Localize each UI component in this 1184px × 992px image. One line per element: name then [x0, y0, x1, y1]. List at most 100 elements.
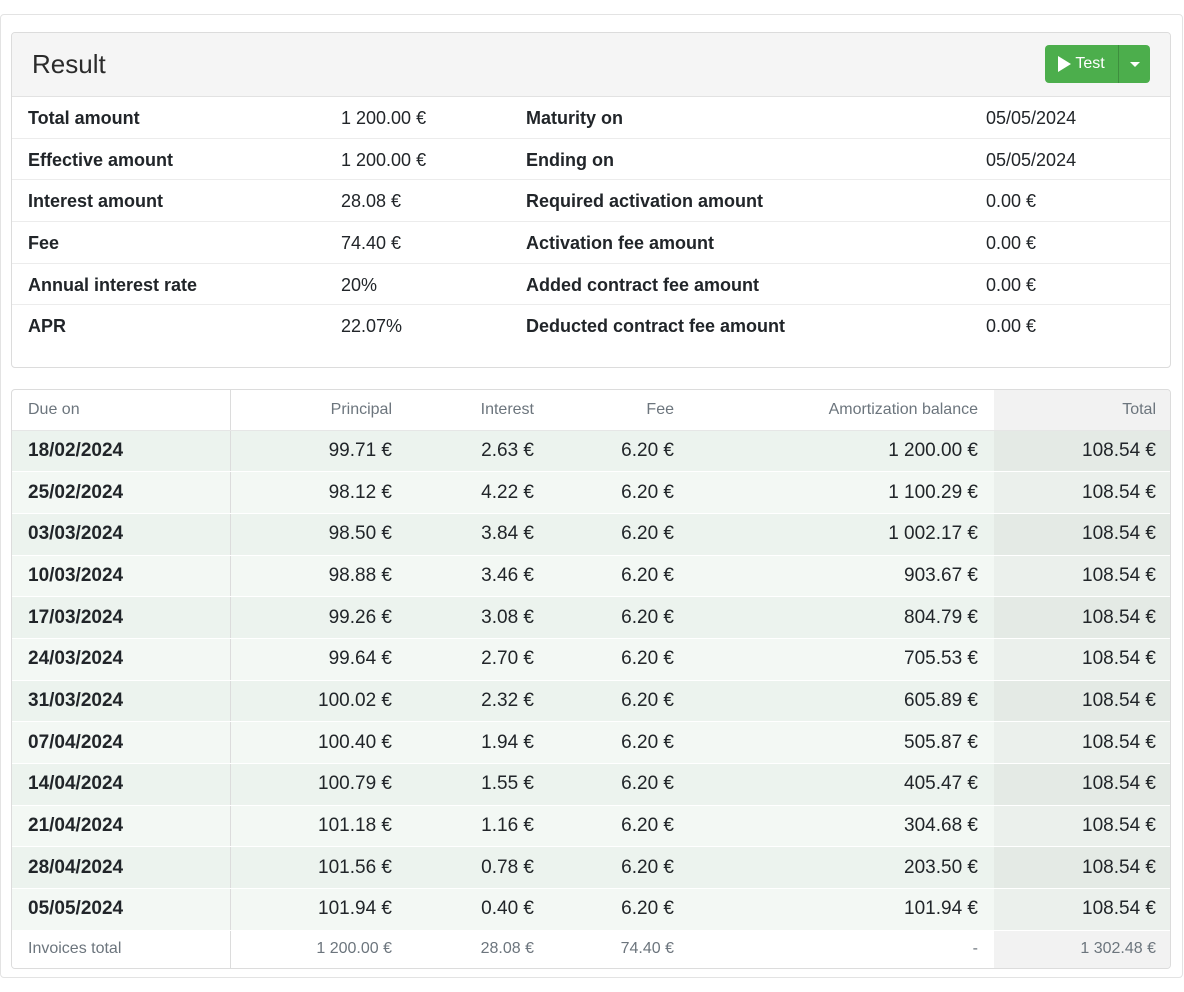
cell-due-on: 31/03/2024 [12, 680, 231, 723]
summary-row: APR 22.07% Deducted contract fee amount 0.0… [12, 305, 1170, 347]
summary-value: 74.40 € [341, 233, 402, 254]
cell-fee: 6.20 € [550, 888, 690, 931]
summary-row: Effective amount 1 200.00 € Ending on 05/05… [12, 139, 1170, 181]
summary-row: Fee 74.40 € Activation fee amount 0.00 € [12, 222, 1170, 264]
cell-total: 108.54 € [994, 471, 1170, 514]
cell-fee: 6.20 € [550, 555, 690, 598]
cell-interest: 3.84 € [408, 513, 550, 556]
col-header-principal[interactable]: Principal [230, 390, 408, 431]
cell-due-on: 18/02/2024 [12, 430, 231, 473]
footer-total: 1 302.48 € [994, 929, 1170, 968]
cell-interest: 4.22 € [408, 471, 550, 514]
col-header-balance[interactable]: Amortization balance [690, 390, 994, 431]
table-row: 14/04/2024 100.79 €1.55 €6.20 €405.47 €10… [12, 763, 1170, 806]
cell-principal: 100.40 € [230, 721, 408, 764]
cell-interest: 0.78 € [408, 846, 550, 890]
cell-interest: 2.63 € [408, 430, 550, 473]
table-row: 24/03/2024 99.64 €2.70 €6.20 €705.53 €108… [12, 638, 1170, 681]
summary-label: Required activation amount [526, 191, 764, 212]
cell-interest: 3.08 € [408, 596, 550, 639]
footer-fee: 74.40 € [550, 929, 690, 968]
table-footer-row: Invoices total 1 200.00 € 28.08 € 74.40 … [12, 929, 1170, 968]
summary-list: Total amount 1 200.00 € Maturity on 05/05/2… [12, 97, 1170, 347]
cell-due-on: 17/03/2024 [12, 596, 231, 639]
result-header: Result Test [12, 33, 1170, 97]
cell-principal: 98.12 € [230, 471, 408, 514]
cell-principal: 98.50 € [230, 513, 408, 556]
cell-interest: 1.55 € [408, 763, 550, 806]
summary-value: 20% [341, 274, 378, 295]
summary-row: Total amount 1 200.00 € Maturity on 05/05/2… [12, 97, 1170, 139]
cell-fee: 6.20 € [550, 721, 690, 764]
table-row: 28/04/2024 101.56 €0.78 €6.20 €203.50 €10… [12, 846, 1170, 890]
cell-due-on: 10/03/2024 [12, 555, 231, 598]
summary-value: 0.00 € [986, 191, 1037, 212]
cell-balance: 405.47 € [690, 763, 994, 806]
cell-principal: 99.26 € [230, 596, 408, 639]
summary-value: 05/05/2024 [986, 108, 1077, 128]
cell-principal: 99.71 € [230, 430, 408, 473]
schedule-table: Due on Principal Interest Fee Amortizati… [12, 390, 1170, 968]
table-row: 25/02/2024 98.12 €4.22 €6.20 €1 100.29 €1… [12, 471, 1170, 514]
cell-balance: 705.53 € [690, 638, 994, 681]
summary-value: 0.00 € [986, 274, 1037, 295]
col-header-interest[interactable]: Interest [408, 390, 550, 431]
summary-value: 1 200.00 € [341, 108, 427, 128]
cell-due-on: 03/03/2024 [12, 513, 231, 556]
cell-due-on: 07/04/2024 [12, 721, 231, 764]
summary-label: Total amount [28, 108, 140, 128]
cell-total: 108.54 € [994, 513, 1170, 556]
cell-due-on: 21/04/2024 [12, 805, 231, 848]
test-button[interactable]: Test [1045, 45, 1119, 83]
cell-total: 108.54 € [994, 763, 1170, 806]
table-row: 21/04/2024 101.18 €1.16 €6.20 €304.68 €10… [12, 805, 1170, 848]
table-row: 31/03/2024 100.02 €2.32 €6.20 €605.89 €10… [12, 680, 1170, 723]
table-row: 18/02/2024 99.71 €2.63 €6.20 €1 200.00 €1… [12, 430, 1170, 473]
summary-label: Effective amount [28, 149, 174, 170]
summary-row: Annual interest rate 20% Added contract fe… [12, 264, 1170, 306]
col-header-due-on[interactable]: Due on [12, 390, 231, 431]
cell-principal: 100.79 € [230, 763, 408, 806]
cell-fee: 6.20 € [550, 846, 690, 890]
summary-label: Fee [28, 233, 60, 254]
summary-label: Added contract fee amount [526, 274, 760, 295]
summary-value: 22.07% [341, 316, 403, 337]
cell-due-on: 14/04/2024 [12, 763, 231, 806]
col-header-total[interactable]: Total [994, 390, 1170, 431]
cell-fee: 6.20 € [550, 430, 690, 473]
cell-total: 108.54 € [994, 555, 1170, 598]
cell-balance: 101.94 € [690, 888, 994, 931]
cell-principal: 101.18 € [230, 805, 408, 848]
cell-balance: 1 100.29 € [690, 471, 994, 514]
summary-label: APR [28, 316, 67, 337]
summary-row: Interest amount 28.08 € Required activatio… [12, 180, 1170, 223]
cell-interest: 1.16 € [408, 805, 550, 848]
cell-total: 108.54 € [994, 430, 1170, 473]
cell-interest: 3.46 € [408, 555, 550, 598]
cell-total: 108.54 € [994, 680, 1170, 723]
summary-label: Interest amount [28, 191, 164, 212]
cell-fee: 6.20 € [550, 471, 690, 514]
cell-fee: 6.20 € [550, 638, 690, 681]
cell-due-on: 28/04/2024 [12, 846, 231, 890]
page-container: Result Test Total amount 1 200.00 € Maturi… [0, 14, 1183, 978]
schedule-panel: Due on Principal Interest Fee Amortizati… [11, 389, 1171, 969]
summary-value: 05/05/2024 [986, 149, 1077, 170]
summary-label: Ending on [526, 149, 614, 170]
summary-label: Annual interest rate [28, 274, 198, 295]
cell-interest: 1.94 € [408, 721, 550, 764]
summary-value: 0.00 € [986, 316, 1037, 337]
cell-principal: 100.02 € [230, 680, 408, 723]
test-dropdown-toggle[interactable] [1119, 45, 1150, 83]
result-title: Result [32, 49, 106, 79]
cell-interest: 2.70 € [408, 638, 550, 681]
col-header-fee[interactable]: Fee [550, 390, 690, 431]
cell-total: 108.54 € [994, 846, 1170, 890]
cell-due-on: 25/02/2024 [12, 471, 231, 514]
table-row: 05/05/2024 101.94 €0.40 €6.20 €101.94 €10… [12, 888, 1170, 931]
test-button-label: Test [1075, 55, 1105, 72]
cell-principal: 98.88 € [230, 555, 408, 598]
cell-balance: 505.87 € [690, 721, 994, 764]
cell-fee: 6.20 € [550, 596, 690, 639]
footer-balance: - [690, 929, 994, 968]
